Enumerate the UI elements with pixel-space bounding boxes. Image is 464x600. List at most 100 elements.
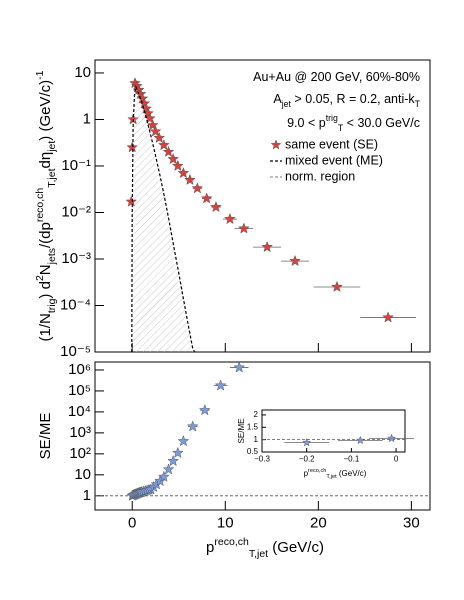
annotation: Au+Au @ 200 GeV, 60%-80% — [253, 70, 420, 84]
star-marker — [191, 182, 204, 194]
x-tick-label: 0 — [128, 514, 136, 531]
x-axis-title: preco,chT,jet (GeV/c) — [206, 536, 324, 560]
y-tick-label: 0.5 — [247, 447, 259, 456]
line — [131, 84, 196, 353]
y-axis-title-part: -1 — [34, 70, 46, 79]
star-marker — [162, 145, 175, 158]
y-tick-label: 10³ — [69, 424, 91, 441]
plot-frame — [94, 361, 431, 511]
annotation: 9.0 < ptrigT < 30.0 GeV/c — [287, 113, 420, 133]
y-tick-label: 10⁶ — [68, 361, 91, 378]
x-tick-label: 20 — [310, 514, 327, 531]
star-marker — [224, 212, 236, 225]
x-axis-title-part: reco,ch — [308, 468, 326, 474]
y-axis-title-part: jets — [46, 248, 58, 265]
legend-label: same event (SE) — [285, 137, 378, 151]
x-tick-label: −0.3 — [254, 454, 270, 463]
star-marker — [261, 240, 274, 253]
annotation-part: A — [273, 92, 282, 106]
y-tick-label: 10⁴ — [68, 403, 91, 420]
y-axis-title-part: jet — [46, 141, 58, 153]
star-marker — [355, 435, 365, 445]
y-axis-title-part: N — [37, 264, 54, 275]
star-marker — [167, 454, 180, 467]
x-tick-label: −0.2 — [299, 454, 315, 463]
annotation-part: Au+Au @ 200 GeV, 60%-80% — [253, 70, 420, 84]
star-marker — [177, 435, 190, 447]
plot-frame — [94, 59, 431, 353]
y-axis-title-part: dη — [37, 152, 54, 169]
star-marker — [302, 437, 312, 447]
y-axis-title-part: trig — [46, 298, 58, 313]
y-axis-title-part: (1/N — [37, 313, 54, 341]
hatched-area — [131, 86, 195, 352]
y-axis-title-part: 2 — [34, 275, 46, 281]
annotation-part: T — [415, 99, 421, 109]
y-tick-label: 10⁻¹ — [61, 157, 91, 174]
star-marker — [184, 173, 196, 186]
legend-label: mixed event (ME) — [285, 153, 383, 167]
star-marker — [200, 192, 213, 204]
x-axis-title-part: T,jet — [326, 474, 337, 480]
plot-frame — [261, 409, 406, 453]
star-marker — [146, 119, 159, 131]
star-marker — [331, 280, 343, 293]
y-tick-label: 10 — [74, 466, 91, 483]
star-marker — [157, 470, 170, 482]
legend-marker — [270, 139, 282, 150]
y-tick-label: 10⁻⁴ — [60, 296, 91, 313]
y-tick-label: 1.5 — [247, 422, 259, 431]
y-tick-label: 10⁻³ — [61, 250, 91, 267]
y-axis-title-part: SE/ME — [37, 413, 54, 460]
y-axis-title: SE/ME — [237, 419, 246, 444]
legend-label: norm. region — [285, 169, 355, 183]
star-marker — [382, 311, 395, 323]
x-axis-title-part: (GeV/c) — [337, 469, 367, 478]
star-marker — [186, 420, 199, 432]
x-axis-title-part: T,jet — [249, 548, 268, 560]
annotation-part: < 30.0 GeV/c — [343, 116, 420, 130]
star-marker — [171, 159, 184, 172]
y-tick-label: 1 — [254, 435, 259, 444]
annotation-part: trig — [326, 113, 338, 123]
annotation: Ajet > 0.05, R = 0.2, anti-kT — [273, 92, 420, 109]
annotation-part: T — [338, 123, 344, 133]
x-tick-label: 10 — [217, 514, 234, 531]
panel-background — [262, 410, 405, 452]
star-marker — [171, 446, 184, 459]
y-tick-label: 10⁵ — [68, 382, 91, 399]
y-tick-label: 1 — [83, 110, 91, 127]
star-marker — [149, 125, 162, 137]
annotation-part: jet — [281, 99, 292, 109]
y-tick-label: 2 — [254, 410, 259, 419]
y-axis-title-part: /(dp — [37, 222, 54, 248]
y-axis-title-part: ) (GeV/c) — [37, 80, 54, 141]
y-axis-title-part: SE/ME — [237, 419, 246, 444]
y-tick-label: 10⁻² — [61, 203, 91, 220]
y-axis-title-part: reco,ch — [34, 188, 46, 223]
x-axis-title: preco,chT,jet (GeV/c) — [304, 468, 367, 480]
y-axis-title: (1/Ntrig) d2Njets/(dpreco,chT,jetdηjet) … — [34, 70, 58, 341]
star-marker — [233, 361, 246, 373]
star-marker — [157, 138, 170, 151]
star-marker — [237, 222, 250, 234]
y-axis-title-part: T,jet — [46, 168, 58, 187]
star-marker — [177, 166, 190, 179]
x-axis-title-part: reco,ch — [214, 536, 249, 548]
star-marker — [214, 379, 227, 391]
x-axis-title-part: (GeV/c) — [268, 539, 324, 556]
star-marker — [198, 404, 211, 416]
annotation-part: > 0.05, R = 0.2, anti-k — [291, 92, 415, 106]
star-marker — [167, 152, 180, 165]
x-axis-title-part: p — [304, 469, 309, 478]
y-axis-title-part: ) d — [37, 281, 54, 299]
x-tick-label: 30 — [403, 514, 420, 531]
annotation-part: 9.0 < p — [287, 116, 326, 130]
x-tick-label: −0.1 — [343, 454, 359, 463]
star-marker — [387, 433, 397, 443]
star-marker — [210, 200, 222, 213]
y-tick-label: 1 — [83, 487, 91, 504]
y-tick-label: 10 — [74, 64, 91, 81]
